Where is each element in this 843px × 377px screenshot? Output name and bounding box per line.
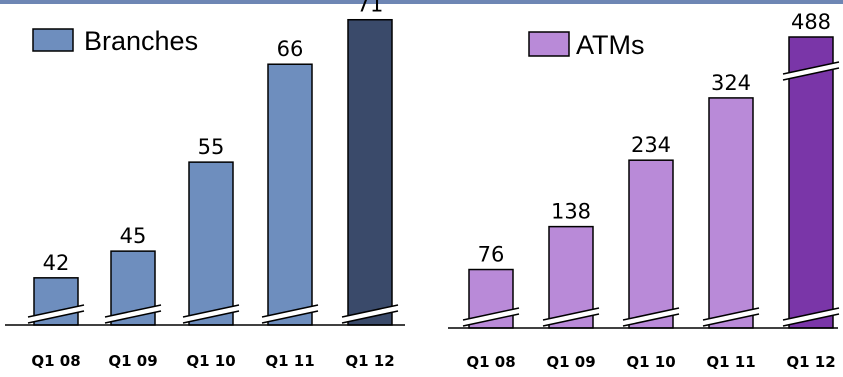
axis-break-line (104, 310, 162, 324)
axis-break-line (542, 313, 600, 327)
x-tick-label: Q1 11 (265, 352, 314, 370)
value-label: 324 (711, 71, 751, 95)
axis-break-gap (342, 305, 398, 323)
axis-break-line (702, 307, 760, 321)
axis-break-line (261, 310, 319, 324)
axis-break-gap (28, 305, 84, 323)
value-label: 76 (478, 243, 505, 267)
value-label: 66 (277, 37, 304, 61)
axis-break-gap (183, 305, 239, 323)
axis-break-line (182, 310, 240, 324)
bar (708, 97, 754, 329)
axis-break-line (27, 304, 85, 318)
x-tick-label: Q1 10 (626, 353, 675, 371)
axis-break-line (27, 310, 85, 324)
value-label: 45 (120, 224, 147, 248)
x-tick-label: Q1 09 (546, 353, 595, 371)
x-tick-label: Q1 10 (186, 352, 235, 370)
axis-break-line (341, 310, 399, 324)
bar (628, 159, 674, 329)
x-tick-label: Q1 08 (466, 353, 515, 371)
axis-break-line (182, 304, 240, 318)
x-tick-label: Q1 08 (31, 352, 80, 370)
x-tick-label: Q1 12 (786, 353, 835, 371)
axis-break-gap (703, 308, 759, 326)
axis-break-line (702, 313, 760, 327)
legend-swatch (32, 28, 74, 52)
axis-break-line (622, 313, 680, 327)
axis-break-gap (623, 308, 679, 326)
bar-break-line (782, 67, 840, 81)
axis-break-gap (783, 308, 839, 326)
axis-break-gap (543, 308, 599, 326)
axis-break-line (782, 307, 840, 321)
top-rule (0, 0, 843, 4)
bar (347, 18, 393, 326)
axis-break-line (104, 304, 162, 318)
bar-break-line (782, 61, 840, 75)
x-tick-label: Q1 09 (108, 352, 157, 370)
axis-break-line (341, 304, 399, 318)
value-label: 488 (791, 10, 831, 34)
axis-break-line (462, 313, 520, 327)
value-label: 42 (43, 251, 70, 275)
axis-break-line (782, 313, 840, 327)
axis-break-gap (105, 305, 161, 323)
axis-break-gap (463, 308, 519, 326)
value-label: 55 (198, 135, 225, 159)
axis-break-line (622, 307, 680, 321)
axis-break-gap (262, 305, 318, 323)
legend-label: ATMs (576, 30, 645, 60)
legend-swatch (528, 31, 570, 57)
value-label: 234 (631, 133, 671, 157)
axis-break-line (261, 304, 319, 318)
x-tick-label: Q1 11 (706, 353, 755, 371)
bar (188, 161, 234, 326)
bar (788, 36, 834, 329)
bar (267, 63, 313, 326)
x-tick-label: Q1 12 (345, 352, 394, 370)
axis-break-line (462, 307, 520, 321)
bar-break-gap (783, 62, 839, 80)
legend-label: Branches (84, 26, 198, 56)
value-label: 138 (551, 200, 591, 224)
axis-break-line (542, 307, 600, 321)
value-label: 71 (357, 0, 384, 17)
